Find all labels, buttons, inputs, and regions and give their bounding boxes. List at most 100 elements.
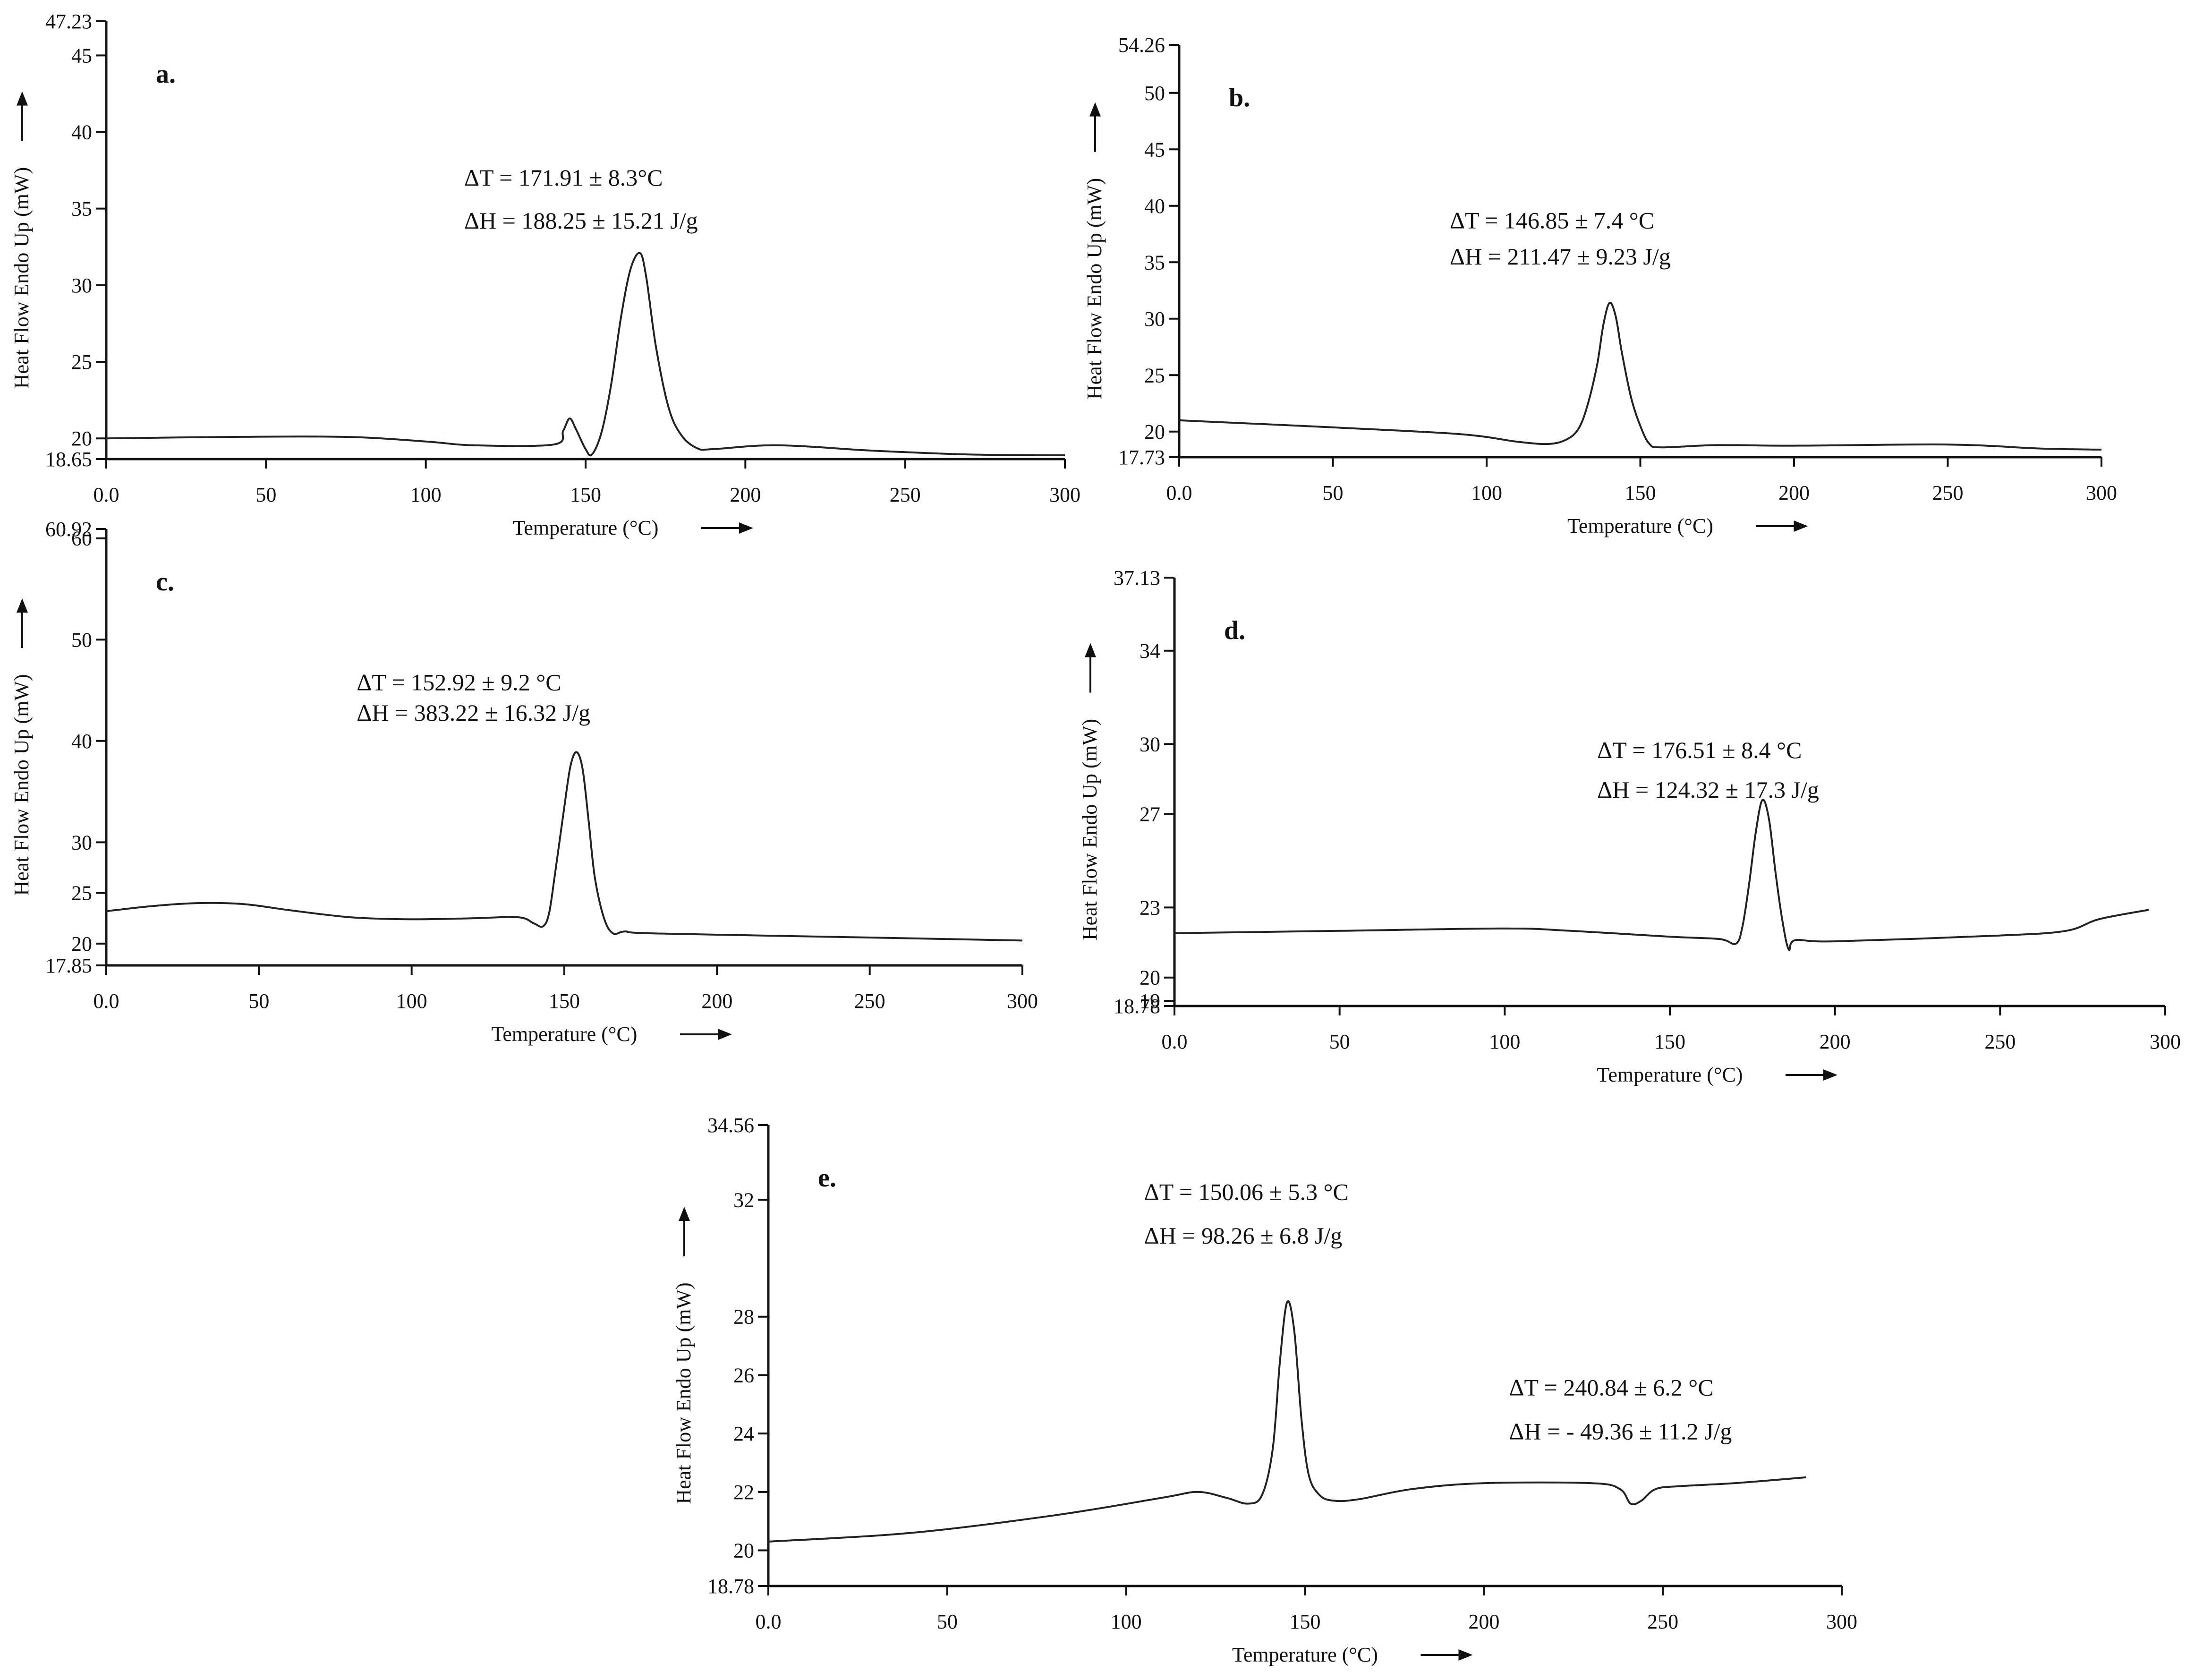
annotation-label: ΔH = - 49.36 ± 11.2 J/g — [1509, 1418, 1732, 1445]
y-tick-label: 60.92 — [45, 518, 92, 541]
y-tick-label: 28 — [733, 1305, 754, 1329]
y-tick-label: 30 — [1140, 733, 1160, 756]
x-tick-label: 100 — [410, 483, 442, 506]
annotation-label: ΔH = 383.22 ± 16.32 J/g — [357, 699, 590, 726]
x-tick-label: 150 — [1654, 1030, 1685, 1053]
y-tick-label: 18.78 — [1114, 995, 1160, 1018]
y-tick-label: 40 — [71, 121, 92, 144]
panel-label: b. — [1229, 83, 1250, 112]
x-tick-label: 250 — [890, 483, 921, 506]
x-tick-label: 300 — [2086, 481, 2117, 504]
dsc-curve — [106, 252, 1065, 457]
x-axis-title: Temperature (°C) — [1232, 1643, 1378, 1666]
y-tick-label: 54.26 — [1118, 34, 1165, 57]
x-tick-label: 0.0 — [756, 1610, 782, 1633]
x-axis-arrow-head — [1823, 1069, 1837, 1081]
y-tick-label: 24 — [733, 1422, 754, 1445]
x-tick-label: 0.0 — [1162, 1030, 1188, 1053]
x-axis-arrow-head — [739, 522, 753, 534]
x-tick-label: 150 — [549, 989, 580, 1013]
y-tick-label: 32 — [733, 1188, 754, 1211]
y-tick-label: 17.73 — [1118, 446, 1165, 469]
annotation-label: ΔT = 146.85 ± 7.4 °C — [1450, 207, 1654, 234]
y-tick-label: 30 — [71, 274, 92, 297]
x-tick-label: 200 — [1778, 481, 1810, 504]
panel-label: c. — [156, 567, 174, 597]
annotation-label: ΔT = 171.91 ± 8.3°C — [464, 164, 663, 191]
y-axis-arrow-head — [679, 1207, 690, 1221]
dsc-curve — [106, 751, 1023, 942]
annotation-label: ΔT = 176.51 ± 8.4 °C — [1597, 737, 1802, 763]
y-tick-label: 45 — [71, 44, 92, 67]
y-tick-label: 25 — [71, 882, 92, 905]
y-axis-arrow-head — [17, 91, 28, 106]
panel-label: d. — [1224, 616, 1245, 645]
x-tick-label: 50 — [255, 483, 276, 506]
x-tick-label: 250 — [854, 989, 885, 1013]
y-tick-label: 25 — [71, 350, 92, 374]
y-tick-label: 30 — [1144, 307, 1165, 331]
x-tick-label: 300 — [1007, 989, 1038, 1013]
x-tick-label: 300 — [2150, 1030, 2181, 1053]
dsc-curve — [1174, 799, 2149, 951]
y-tick-label: 20 — [71, 932, 92, 955]
x-axis-arrow-head — [1794, 520, 1808, 532]
y-axis-title: Heat Flow Endo Up (mW) — [10, 167, 33, 389]
x-tick-label: 200 — [1468, 1610, 1499, 1633]
annotation-label: ΔH = 211.47 ± 9.23 J/g — [1450, 243, 1671, 270]
annotation-label: ΔH = 188.25 ± 15.21 J/g — [464, 207, 698, 234]
x-tick-label: 200 — [1820, 1030, 1851, 1053]
annotation-label: ΔH = 98.26 ± 6.8 J/g — [1144, 1222, 1343, 1249]
dsc-curve — [768, 1300, 1806, 1543]
y-axis-title: Heat Flow Endo Up (mW) — [672, 1282, 695, 1504]
y-tick-label: 19 — [1140, 989, 1160, 1013]
annotation-label: ΔT = 240.84 ± 6.2 °C — [1509, 1374, 1713, 1401]
x-tick-label: 0.0 — [94, 989, 119, 1013]
y-tick-label: 20 — [733, 1539, 754, 1562]
y-tick-label: 20 — [1140, 966, 1160, 989]
y-tick-label: 35 — [1144, 251, 1165, 274]
x-tick-label: 100 — [1489, 1030, 1520, 1053]
y-tick-label: 60 — [71, 527, 92, 550]
y-axis-arrow-head — [1089, 102, 1101, 117]
x-axis-title: Temperature (°C) — [1597, 1063, 1743, 1086]
panel-label: e. — [818, 1163, 836, 1193]
x-tick-label: 50 — [1323, 481, 1344, 504]
y-tick-label: 50 — [71, 628, 92, 651]
y-tick-label: 34 — [1140, 640, 1160, 663]
x-axis-title: Temperature (°C) — [513, 516, 659, 539]
x-tick-label: 0.0 — [94, 483, 119, 506]
y-tick-label: 22 — [733, 1481, 754, 1504]
x-tick-label: 50 — [937, 1610, 958, 1633]
x-axis-title: Temperature (°C) — [492, 1023, 638, 1046]
y-tick-label: 25 — [1144, 364, 1165, 387]
dsc-curve — [1179, 302, 2102, 451]
x-tick-label: 100 — [1471, 481, 1502, 504]
panel-label: a. — [156, 60, 176, 89]
y-tick-label: 50 — [1144, 82, 1165, 105]
x-tick-label: 50 — [248, 989, 269, 1013]
y-axis-title: Heat Flow Endo Up (mW) — [10, 674, 33, 895]
y-tick-label: 45 — [1144, 138, 1165, 161]
axis-lines — [105, 21, 1065, 461]
chart-panel: 34.56 32 28 26 24 22 20 18.780.0 50 100 150 200 250 3… — [672, 1114, 1857, 1666]
y-tick-label: 35 — [71, 197, 92, 221]
axis-lines — [105, 529, 1022, 967]
y-axis-title: Heat Flow Endo Up (mW) — [1083, 178, 1106, 400]
chart-panel: 54.26 50 45 40 35 30 25 20 17.730.0 50 100 150 200 25… — [1083, 34, 2117, 537]
x-tick-label: 250 — [1984, 1030, 2016, 1053]
x-tick-label: 100 — [1111, 1610, 1142, 1633]
y-tick-label: 27 — [1140, 803, 1160, 826]
x-tick-label: 150 — [570, 483, 601, 506]
x-tick-label: 0.0 — [1166, 481, 1192, 504]
x-tick-label: 100 — [396, 989, 427, 1013]
annotation-label: ΔH = 124.32 ± 17.3 J/g — [1597, 776, 1819, 803]
x-tick-label: 300 — [1826, 1610, 1857, 1633]
x-tick-label: 250 — [1647, 1610, 1678, 1633]
annotation-label: ΔT = 150.06 ± 5.3 °C — [1144, 1178, 1349, 1205]
y-tick-label: 40 — [71, 730, 92, 753]
